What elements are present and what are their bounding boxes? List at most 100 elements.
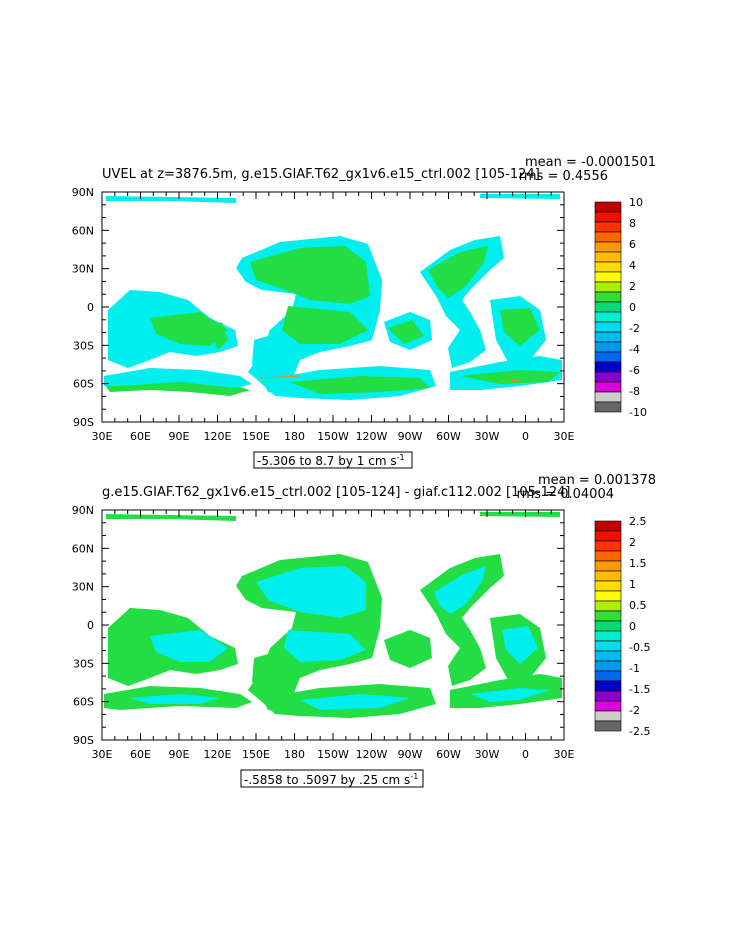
panel-2-ticks — [101, 509, 565, 741]
panel-2-range-text: -.5858 to .5097 by .25 cm s-1 — [244, 772, 418, 787]
x-tick-label: 180 — [284, 748, 305, 761]
colorbar-swatch — [594, 231, 622, 243]
x-tick-label: 30E — [92, 748, 113, 761]
colorbar-label: 1 — [629, 578, 636, 591]
x-tick-label: 30E — [554, 748, 575, 761]
colorbar-swatch — [594, 391, 622, 403]
x-tick-label: 120W — [356, 430, 388, 443]
x-tick-label: 60W — [436, 430, 461, 443]
y-tick-label: 90N — [72, 504, 94, 517]
y-tick-label: 90S — [73, 734, 94, 747]
x-tick-label: 150W — [317, 430, 349, 443]
x-tick-label: 60E — [130, 430, 151, 443]
colorbar-label: 0 — [629, 620, 636, 633]
colorbar-swatch — [594, 630, 622, 642]
panel-1-x-tick-labels: 30E 60E 90E 120E 150E 180 150W 120W 90W 60W 30W 0 30… — [92, 430, 575, 443]
y-tick-label: 60S — [73, 378, 94, 391]
colorbar-label: -1 — [629, 662, 640, 675]
colorbar-swatch — [594, 401, 622, 413]
x-tick-label: 90E — [169, 430, 190, 443]
colorbar-swatch — [594, 620, 622, 632]
colorbar-swatch — [594, 221, 622, 233]
y-tick-label: 30S — [73, 657, 94, 670]
colorbar-label: -2 — [629, 704, 640, 717]
panel-2-mean: mean = 0.001378 — [538, 473, 656, 488]
colorbar-label: -10 — [629, 406, 647, 419]
colorbar-label: 2 — [629, 280, 636, 293]
colorbar-swatch — [594, 261, 622, 273]
x-tick-label: 120E — [204, 430, 232, 443]
colorbar-swatch — [594, 710, 622, 722]
panel-1-rms: rms = 0.4556 — [519, 169, 608, 184]
x-tick-label: 0 — [522, 430, 529, 443]
x-tick-label: 30W — [475, 748, 500, 761]
colorbar-label: -8 — [629, 385, 640, 398]
x-tick-label: 30E — [92, 430, 113, 443]
colorbar-label: 0 — [629, 301, 636, 314]
colorbar-swatch — [594, 311, 622, 323]
panel-1-y-tick-labels: 90N 60N 30N 0 30S 60S 90S — [72, 186, 94, 429]
colorbar-swatch — [594, 690, 622, 702]
colorbar-swatch — [594, 650, 622, 662]
colorbar-swatch — [594, 291, 622, 303]
colorbar-swatch — [594, 271, 622, 283]
colorbar-swatch — [594, 580, 622, 592]
x-tick-label: 90W — [398, 430, 423, 443]
colorbar-label: 10 — [629, 196, 643, 209]
colorbar-swatch — [594, 201, 622, 213]
colorbar-swatch — [594, 700, 622, 712]
colorbar-swatch — [594, 281, 622, 293]
x-tick-label: 90W — [398, 748, 423, 761]
colorbar-label: 2 — [629, 536, 636, 549]
colorbar-swatch — [594, 550, 622, 562]
colorbar-swatch — [594, 670, 622, 682]
panel-2-ocean-fields — [104, 512, 562, 718]
panel-1: UVEL at z=3876.5m, g.e15.GIAF.T62_gx1v6.… — [72, 155, 656, 469]
colorbar-label: 0.5 — [629, 599, 647, 612]
colorbar-swatch — [594, 211, 622, 223]
panel-1-title: UVEL at z=3876.5m, g.e15.GIAF.T62_gx1v6.… — [102, 167, 540, 182]
colorbar-label: 1.5 — [629, 557, 647, 570]
colorbar-swatch — [594, 241, 622, 253]
colorbar-label: -2.5 — [629, 725, 650, 738]
colorbar-swatch — [594, 351, 622, 363]
colorbar-label: -4 — [629, 343, 640, 356]
colorbar-label: 8 — [629, 217, 636, 230]
colorbar-swatch — [594, 540, 622, 552]
panel-2: g.e15.GIAF.T62_gx1v6.e15_ctrl.002 [105-1… — [72, 473, 656, 788]
colorbar-label: 2.5 — [629, 515, 647, 528]
colorbar-swatch — [594, 720, 622, 732]
x-tick-label: 150E — [242, 748, 270, 761]
colorbar-label: -6 — [629, 364, 640, 377]
y-tick-label: 0 — [87, 301, 94, 314]
y-tick-label: 60N — [72, 542, 94, 555]
panel-1-ocean-fields — [104, 194, 562, 400]
panel-1-range-text: -5.306 to 8.7 by 1 cm s-1 — [257, 453, 405, 468]
panel-2-x-tick-labels: 30E 60E 90E 120E 150E 180 150W 120W 90W 60W 30W 0 30… — [92, 748, 575, 761]
colorbar-swatch — [594, 361, 622, 373]
colorbar-swatch — [594, 520, 622, 532]
x-tick-label: 150W — [317, 748, 349, 761]
colorbar-label: -1.5 — [629, 683, 650, 696]
colorbar-label: 4 — [629, 259, 636, 272]
x-tick-label: 60E — [130, 748, 151, 761]
x-tick-label: 30W — [475, 430, 500, 443]
colorbar-swatch — [594, 341, 622, 353]
colorbar-swatch — [594, 610, 622, 622]
panel-2-rms: rms = 0.04004 — [517, 487, 614, 502]
y-tick-label: 30N — [72, 263, 94, 276]
colorbar-label: -2 — [629, 322, 640, 335]
y-tick-label: 0 — [87, 619, 94, 632]
y-tick-label: 90N — [72, 186, 94, 199]
colorbar-swatch — [594, 301, 622, 313]
colorbar-swatch — [594, 640, 622, 652]
colorbar-swatch — [594, 570, 622, 582]
x-tick-label: 150E — [242, 430, 270, 443]
colorbar-swatch — [594, 680, 622, 692]
colorbar-swatch — [594, 560, 622, 572]
y-tick-label: 30S — [73, 339, 94, 352]
panel-1-colorbar: 10 8 6 4 2 0 -2 -4 -6 -8 -10 — [594, 196, 647, 419]
colorbar-label: 6 — [629, 238, 636, 251]
x-tick-label: 0 — [522, 748, 529, 761]
colorbar-swatch — [594, 590, 622, 602]
